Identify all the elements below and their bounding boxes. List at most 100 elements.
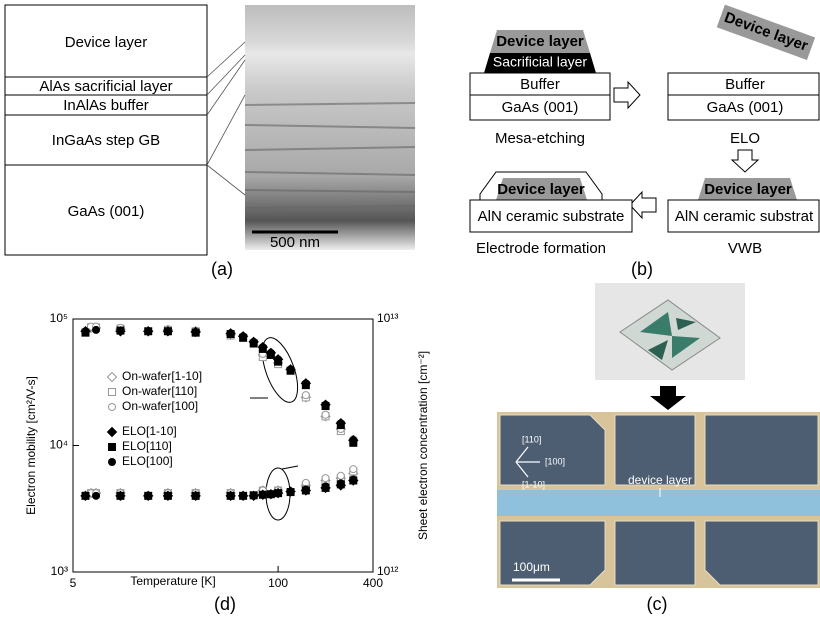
legend-entry: ELO[1-10] [108, 424, 177, 438]
panel-label: (d) [214, 594, 236, 614]
marker [82, 328, 89, 335]
buffer-label: Buffer [725, 76, 765, 93]
x-tick-label: 5 [70, 576, 77, 590]
marker [287, 488, 294, 495]
lifted-device: Device layer [717, 5, 815, 60]
arrow [650, 386, 686, 410]
legend-entry: On-wafer[100] [109, 399, 199, 413]
marker [145, 492, 152, 499]
device-label: Device layer [497, 181, 585, 198]
marker [275, 356, 282, 363]
marker [322, 411, 329, 418]
marker [259, 344, 266, 351]
marker [109, 389, 116, 396]
y2-tick-label: 10¹² [377, 564, 398, 578]
marker [350, 466, 357, 473]
buffer-label: Buffer [520, 76, 560, 93]
arrow [614, 82, 640, 108]
layer-label: Device layer [65, 34, 148, 51]
substrate-label: AlN ceramic substrate [478, 208, 625, 225]
panel-label: (b) [631, 259, 653, 279]
marker [108, 373, 117, 382]
marker [240, 333, 247, 340]
marker [117, 492, 124, 499]
device-label: device layer [628, 473, 692, 487]
layer-label: InGaAs step GB [52, 132, 160, 149]
legend-label: On-wafer[1-10] [122, 369, 202, 383]
annotation-arrow [282, 466, 298, 469]
marker [350, 476, 357, 483]
figure: Device layer AlAs sacrificial layer InAl… [0, 0, 820, 618]
scale-label: 500 nm [270, 234, 320, 251]
marker [287, 366, 294, 373]
marker [240, 492, 247, 499]
marker [267, 491, 274, 498]
x-tick-label: 400 [363, 576, 383, 590]
direction-label: [100] [545, 456, 565, 466]
device-label: Device layer [496, 33, 584, 50]
layer-label: GaAs (001) [68, 203, 145, 220]
y-tick-label: 10⁴ [49, 438, 68, 452]
channel [497, 490, 820, 516]
y2-tick-label: 10¹³ [377, 311, 398, 325]
marker [322, 483, 329, 490]
marker [337, 480, 344, 487]
marker [109, 404, 116, 411]
marker [267, 349, 274, 356]
marker [322, 401, 329, 408]
legend-entry: On-wafer[1-10] [108, 369, 203, 383]
chart: 5 100 400 10³ 10⁴ 10⁵ 10¹² 10¹³ Temperature [K] E… [24, 311, 430, 590]
marker [108, 428, 117, 437]
marker [337, 420, 344, 427]
layer-label: InAlAs buffer [63, 97, 149, 114]
legend-label: ELO[110] [122, 439, 172, 453]
y2-axis-label: Sheet electron concentration [cm⁻²] [416, 351, 430, 540]
substrate-label: GaAs (001) [502, 99, 579, 116]
marker [302, 392, 309, 399]
legend-entry: ELO[100] [109, 454, 173, 468]
step-caption: VWB [728, 240, 762, 257]
legend-label: On-wafer[110] [122, 384, 197, 398]
marker [109, 459, 116, 466]
x-tick-label: 100 [268, 576, 288, 590]
direction-label: [110] [522, 434, 541, 444]
y-tick-label: 10³ [51, 564, 68, 578]
marker [337, 472, 344, 479]
marker [145, 328, 152, 335]
marker [250, 492, 257, 499]
marker [93, 492, 100, 499]
marker [227, 330, 234, 337]
step-caption: Mesa-etching [495, 130, 585, 147]
y-tick-label: 10⁵ [50, 311, 68, 325]
legend-label: ELO[100] [122, 454, 173, 468]
marker [350, 437, 357, 444]
marker [164, 492, 171, 499]
marker [192, 492, 199, 499]
step-caption: ELO [730, 130, 760, 147]
legend-entry: ELO[110] [109, 439, 172, 453]
y-axis-label: Electron mobility [cm²/V-s] [24, 376, 38, 515]
device-label: Device layer [704, 181, 792, 198]
marker [164, 328, 171, 335]
marker [275, 490, 282, 497]
legend-entry: On-wafer[110] [109, 384, 198, 398]
panel-label: (a) [211, 259, 233, 279]
layer-label: AlAs sacrificial layer [39, 78, 172, 95]
panel-c: [110] [100] [1-10] device layer 100μm (c… [497, 283, 820, 614]
marker [93, 326, 100, 333]
marker [322, 475, 329, 482]
legend-label: ELO[1-10] [122, 424, 177, 438]
marker [302, 380, 309, 387]
x-axis-label: Temperature [K] [130, 574, 215, 588]
marker [250, 338, 257, 345]
marker [192, 328, 199, 335]
substrate-label: GaAs (001) [707, 99, 784, 116]
direction-label: [1-10] [522, 479, 545, 489]
marker [109, 444, 116, 451]
connector-lines [207, 42, 245, 195]
arrow [630, 192, 656, 218]
panel-label: (c) [647, 594, 668, 614]
marker [227, 492, 234, 499]
scale-label: 100μm [513, 560, 550, 574]
legend-label: On-wafer[100] [122, 399, 198, 413]
